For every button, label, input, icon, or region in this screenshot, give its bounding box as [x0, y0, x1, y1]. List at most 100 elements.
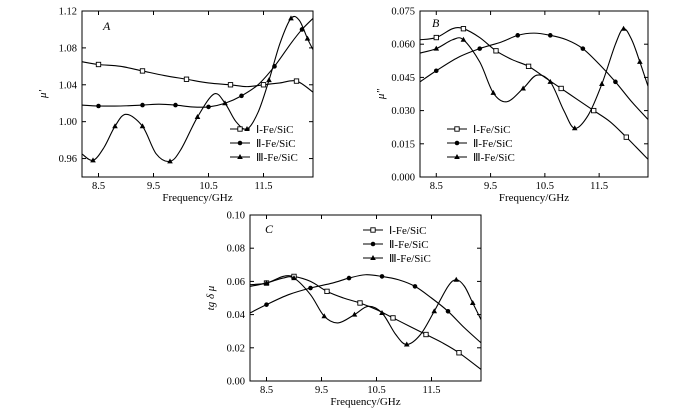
y-tick-label: 0.08: [227, 244, 245, 255]
data-point: [293, 78, 300, 84]
data-point: [525, 63, 532, 69]
x-tick-label: 8.5: [92, 181, 105, 192]
data-point: [547, 78, 554, 84]
data-point: [493, 48, 499, 54]
panel-label: C: [265, 222, 274, 236]
data-point: [591, 107, 597, 114]
data-point: [308, 285, 313, 291]
x-tick-label: 8.5: [260, 385, 273, 396]
legend-entry: Ⅰ-Fe/SiC: [256, 124, 293, 136]
x-tick-label: 10.5: [199, 181, 217, 192]
series-1: [81, 61, 314, 93]
series-line: [81, 17, 314, 108]
data-point: [460, 36, 467, 42]
x-axis-label: Frequency/GHz: [162, 192, 232, 204]
data-point: [263, 280, 270, 286]
data-point: [112, 123, 118, 129]
legend: Ⅰ-Fe/SiC Ⅱ-Fe/SiC Ⅲ-Fe/SiC: [230, 124, 298, 164]
y-tick-label: 0.04: [227, 310, 246, 321]
legend-entry: Ⅱ-Fe/SiC: [256, 138, 296, 150]
data-point: [412, 284, 418, 289]
legend-entry: Ⅰ-Fe/SiC: [473, 124, 510, 136]
data-point: [222, 100, 228, 106]
x-tick-label: 9.5: [315, 385, 328, 396]
data-point: [351, 311, 358, 317]
legend-marker: [454, 126, 460, 132]
data-point: [357, 300, 363, 306]
data-point: [599, 81, 605, 87]
data-point: [445, 308, 451, 314]
y-axis-label: μ": [375, 89, 387, 101]
data-point: [379, 309, 385, 315]
series-line: [419, 28, 649, 129]
plot-frame: [249, 214, 482, 382]
x-tick-label: 11.5: [423, 385, 441, 396]
panel-label: A: [102, 19, 111, 33]
legend-entry: Ⅰ-Fe/SiC: [389, 225, 426, 237]
y-tick-label: 0.96: [59, 154, 77, 165]
data-point: [490, 89, 497, 95]
data-point: [403, 341, 410, 347]
panel-label: B: [432, 16, 440, 30]
data-point: [571, 125, 578, 131]
data-point: [469, 299, 476, 305]
legend-entry: Ⅲ-Fe/SiC: [473, 152, 515, 164]
data-point: [264, 302, 269, 307]
x-tick-label: 9.5: [147, 181, 160, 192]
legend-marker: [370, 255, 376, 260]
data-point: [637, 58, 643, 64]
data-point: [613, 79, 618, 85]
y-tick-label: 0.015: [391, 139, 415, 150]
y-tick-label: 0.030: [391, 106, 415, 117]
data-point: [291, 275, 297, 281]
data-point: [321, 313, 328, 319]
data-point: [227, 82, 234, 88]
y-axis-label: μ': [37, 89, 49, 99]
data-point: [390, 315, 396, 321]
data-point: [433, 34, 439, 41]
series-2: [419, 32, 649, 120]
data-point: [433, 68, 439, 74]
series-line: [81, 15, 314, 163]
y-tick-label: 0.10: [227, 211, 245, 222]
data-point: [266, 77, 272, 83]
legend-marker: [370, 241, 376, 247]
data-point: [547, 33, 553, 38]
y-tick-label: 0.060: [391, 40, 415, 51]
data-point: [139, 123, 146, 129]
series-1: [419, 26, 649, 160]
data-point: [453, 276, 460, 282]
data-point: [515, 33, 521, 38]
legend-entry: Ⅱ-Fe/SiC: [473, 138, 513, 150]
plot-frame: [81, 10, 314, 178]
data-point: [95, 61, 102, 68]
data-point: [90, 157, 96, 163]
data-point: [433, 45, 440, 51]
data-point: [460, 26, 467, 32]
y-tick-label: 0.075: [391, 7, 415, 18]
series-2: [81, 17, 314, 110]
data-point: [139, 68, 146, 74]
data-point: [96, 103, 101, 109]
y-axis-label: tg δ μ: [205, 285, 217, 310]
data-point: [183, 76, 190, 82]
legend-entry: Ⅲ-Fe/SiC: [256, 152, 298, 164]
legend: Ⅰ-Fe/SiC Ⅱ-Fe/SiC Ⅲ-Fe/SiC: [363, 225, 431, 265]
legend-entry: Ⅱ-Fe/SiC: [389, 239, 429, 251]
legend-marker: [454, 140, 460, 146]
legend-marker: [370, 227, 376, 233]
data-point: [288, 15, 294, 21]
series-3: [249, 275, 482, 347]
series-3: [81, 15, 314, 164]
x-tick-label: 9.5: [484, 181, 497, 192]
legend-marker: [237, 154, 243, 159]
legend-entry: Ⅲ-Fe/SiC: [389, 253, 431, 265]
data-point: [167, 158, 173, 164]
y-tick-label: 1.12: [59, 7, 77, 18]
data-point: [558, 85, 564, 92]
y-tick-label: 1.00: [59, 117, 77, 128]
data-point: [520, 85, 526, 91]
data-point: [194, 114, 201, 120]
data-point: [580, 46, 586, 51]
